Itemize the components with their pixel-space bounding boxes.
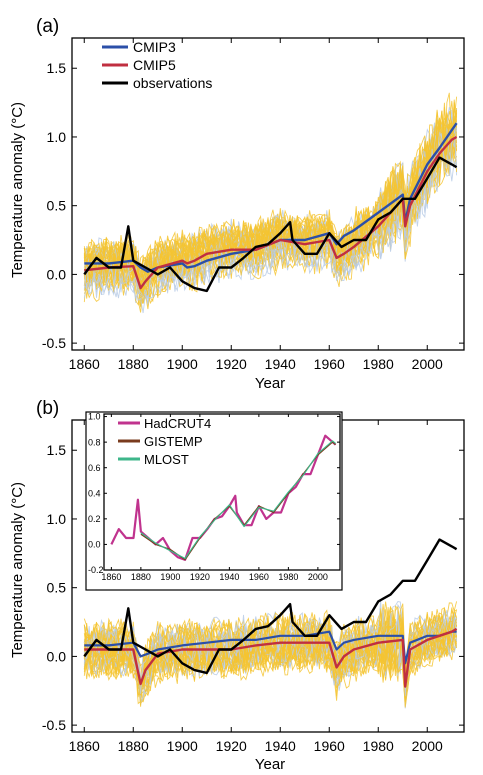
inset-frame-bg [85, 411, 343, 591]
panel-b-xtick-label: 1860 [69, 738, 100, 754]
panel-a-ytick-label: 1.0 [47, 129, 67, 145]
panel-a-xtick-label: 1980 [363, 356, 394, 372]
panel-b-label: (b) [36, 398, 59, 419]
legend-hadcrut4: HadCRUT4 [144, 416, 211, 431]
panel-a-xtick-label: 1900 [167, 356, 198, 372]
inset-xtick-label: 1900 [160, 572, 180, 582]
panel-a-ytick-label: 0.0 [47, 266, 67, 282]
panel-b-ensemble-member [83, 625, 458, 705]
panel-b-plot-area [83, 538, 458, 709]
panel-b-ylabel: Temperature anomaly (°C) [9, 482, 26, 658]
panel-a-xtick-label: 2000 [412, 356, 443, 372]
inset-xtick-label: 2000 [308, 572, 328, 582]
panel-b-xlabel: Year [255, 756, 285, 773]
panel-b-xtick-label: 1940 [265, 738, 296, 754]
panel-a-xtick-label: 1940 [265, 356, 296, 372]
panel-b-xtick-label: 1920 [216, 738, 247, 754]
legend-cmip3: CMIP3 [133, 39, 176, 55]
inset-xtick-label: 1860 [101, 572, 121, 582]
panel-b-xtick-label: 1880 [118, 738, 149, 754]
panel-a-series-observations-line [83, 156, 458, 293]
legend-gistemp: GISTEMP [144, 434, 203, 449]
panel-a-ytick-label: 1.5 [47, 60, 67, 76]
inset-xtick-label: 1880 [131, 572, 151, 582]
panel-b-xtick-label: 2000 [412, 738, 443, 754]
panel-a-ytick-label: 0.5 [47, 198, 67, 214]
legend-cmip5: CMIP5 [133, 57, 176, 73]
inset-frame [103, 413, 341, 571]
panel-a-ylabel: Temperature anomaly (°C) [9, 102, 26, 278]
inset: 1860 1880 1900 1920 1940 1960 1980 2000 -0.2 0.0 0… [85, 411, 343, 591]
panel-b-ytick-label: 1.5 [47, 442, 67, 458]
inset-ytick-label: 0.8 [88, 437, 101, 447]
panel-a-legend: CMIP3 CMIP5 observations [102, 39, 212, 91]
panel-a-frame [71, 37, 465, 351]
inset-ytick-label: 0.4 [88, 488, 101, 498]
panel-b-series-1-line [84, 627, 458, 688]
inset-ytick-label: 0.0 [88, 540, 101, 550]
panel-a-xtick-label: 1880 [118, 356, 149, 372]
inset-ytick-label: 0.6 [88, 463, 101, 473]
inset-xtick-label: 1940 [219, 572, 239, 582]
panel-a: (a) 1860 1880 1900 1920 1940 1960 1980 2000 -0.5… [9, 16, 465, 392]
panel-b-xtick-label: 1900 [167, 738, 198, 754]
panel-b-series-2-line [83, 538, 458, 675]
inset-legend: HadCRUT4 GISTEMP MLOST [118, 416, 211, 467]
panel-b-ytick-label: 0.0 [47, 648, 67, 664]
inset-plot-area [110, 434, 337, 561]
inset-ytick-label: -0.2 [88, 565, 104, 575]
panel-b-ytick-label: -0.5 [42, 717, 66, 733]
panel-b: (b) 1860 1880 1900 1920 1940 1960 1980 2000 -0.5… [9, 398, 465, 773]
panel-b-xtick-label: 1960 [314, 738, 345, 754]
panel-a-series-cmip5-line [84, 135, 458, 290]
inset-xtick-label: 1960 [249, 572, 269, 582]
inset-xtick-label: 1980 [278, 572, 298, 582]
panel-b-ytick-label: 1.0 [47, 511, 67, 527]
panel-a-xtick-label: 1960 [314, 356, 345, 372]
legend-mlost: MLOST [144, 452, 189, 467]
panel-a-plot-area [83, 92, 458, 314]
panel-a-xlabel: Year [255, 375, 285, 392]
inset-series-mlost-line [140, 440, 336, 560]
legend-observations: observations [133, 75, 212, 91]
panel-b-ytick-label: 0.5 [47, 580, 67, 596]
panel-a-xtick-label: 1860 [69, 356, 100, 372]
panel-a-ytick-label: -0.5 [42, 335, 66, 351]
panel-a-xtick-label: 1920 [216, 356, 247, 372]
inset-ytick-label: 0.2 [88, 514, 101, 524]
panel-a-label: (a) [36, 16, 59, 37]
panel-b-xtick-label: 1980 [363, 738, 394, 754]
inset-ytick-label: 1.0 [88, 412, 101, 422]
inset-xtick-label: 1920 [190, 572, 210, 582]
